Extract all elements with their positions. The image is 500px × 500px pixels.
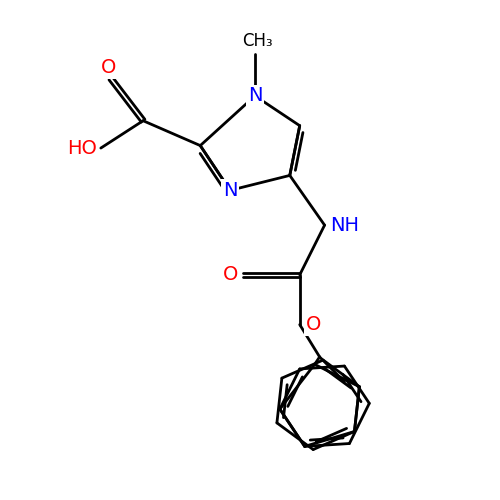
Text: O: O: [222, 266, 238, 284]
Text: O: O: [306, 315, 322, 334]
Text: NH: NH: [330, 216, 359, 234]
Text: N: N: [248, 86, 262, 106]
Text: HO: HO: [67, 138, 97, 158]
Text: N: N: [223, 181, 238, 200]
Text: O: O: [100, 58, 116, 77]
Text: CH₃: CH₃: [242, 32, 273, 50]
